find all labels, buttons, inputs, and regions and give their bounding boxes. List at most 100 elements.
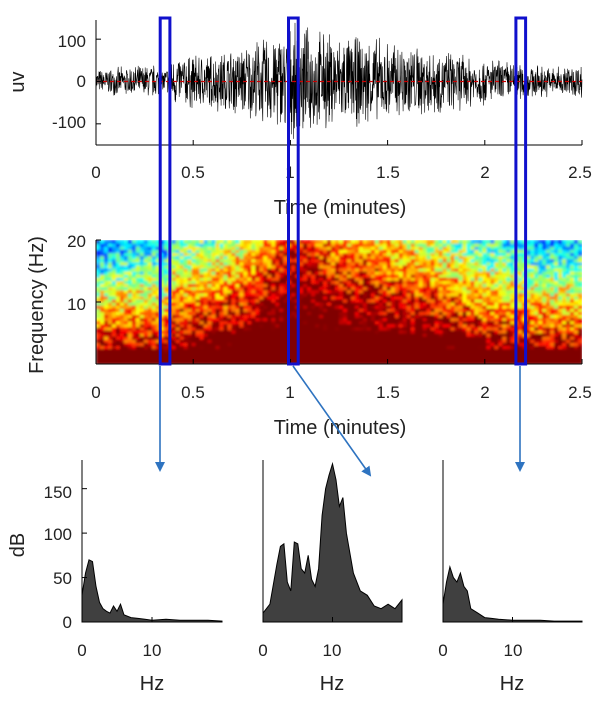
spectrogram-cell <box>414 274 420 278</box>
spectrogram-cell <box>203 289 209 294</box>
spectrogram-cell <box>187 283 193 288</box>
spectrogram-cell <box>478 292 483 297</box>
spectrogram-cell <box>187 345 193 350</box>
spectrogram-cell <box>291 357 296 362</box>
spectrogram-cell <box>374 249 380 253</box>
spectrogram-cell <box>291 255 296 260</box>
spectrogram-cell <box>554 357 559 362</box>
spectrogram-cell <box>291 264 296 269</box>
spectrogram-cell <box>510 348 515 353</box>
spectrogram-cell <box>546 255 551 260</box>
spectrogram-cell <box>518 283 523 288</box>
spectrogram-cell <box>263 261 268 266</box>
spectrogram-cell <box>131 308 137 312</box>
spectrogram-cell <box>203 295 209 300</box>
spectrogram-cell <box>191 314 197 319</box>
spectrogram-cell <box>438 320 444 325</box>
spectrogram-cell <box>442 354 448 359</box>
spectrogram-cell <box>474 345 479 350</box>
spectrogram-cell <box>267 280 272 284</box>
spectrogram-cell <box>462 292 468 297</box>
spectrogram-cell <box>215 339 221 343</box>
spectrogram-cell <box>207 360 213 364</box>
spectrogram-cell <box>366 274 372 278</box>
spectrogram-cell <box>279 249 284 253</box>
spectrogram-cell <box>239 302 244 306</box>
spectrogram-cell <box>398 311 404 315</box>
spectrogram-cell <box>410 289 416 294</box>
spectrogram-cell <box>562 267 567 272</box>
spectrogram-cell <box>478 289 483 294</box>
spectrogram-cell <box>374 286 380 291</box>
spectrogram-cell <box>219 258 225 263</box>
spectrogram-cell <box>179 264 185 269</box>
spectrogram-cell <box>267 274 272 278</box>
spectrogram-cell <box>219 295 225 300</box>
spectrogram-cell <box>542 295 547 300</box>
spectrogram-cell <box>119 277 125 281</box>
spectrogram-panel: 0 0.5 1 1.5 2 2.5 20 10 Time (minutes) F… <box>26 232 592 439</box>
spectrogram-cell <box>247 320 252 325</box>
spectrogram-cell <box>538 240 543 244</box>
spectrogram-cell <box>108 357 113 362</box>
spectrogram-cell <box>566 289 571 294</box>
spectrogram-cell <box>215 280 221 284</box>
spectrogram-cell <box>386 258 392 263</box>
spectrogram-cell <box>482 246 487 250</box>
spectrogram-cell <box>303 283 308 288</box>
spectrogram-cell <box>123 314 129 319</box>
spectrogram-cell <box>339 329 344 334</box>
spectrogram-cell <box>104 348 109 353</box>
spectrogram-cell <box>303 345 308 350</box>
spectrogram-cell <box>135 339 141 343</box>
spectrogram-cell <box>115 336 121 340</box>
spectrogram-cell <box>482 249 487 253</box>
spectrogram-cell <box>147 249 153 253</box>
spectrogram-cell <box>315 339 320 343</box>
spectrogram-cell <box>382 357 388 362</box>
spectrogram-cell <box>267 342 272 346</box>
spectrogram-cell <box>454 320 460 325</box>
spectrogram-cell <box>279 261 284 266</box>
spectrogram-cell <box>187 274 193 278</box>
spectrogram-cell <box>362 286 368 291</box>
spectrogram-cell <box>446 305 452 309</box>
spectrogram-cell <box>227 314 233 319</box>
spectrogram-cell <box>263 283 268 288</box>
spectrogram-cell <box>378 280 384 284</box>
spectrogram-cell <box>550 249 555 253</box>
spectrogram-cell <box>362 329 368 334</box>
spectrogram-cell <box>267 354 272 359</box>
spectrogram-cell <box>422 320 428 325</box>
spectrogram-cell <box>546 274 551 278</box>
spectrogram-cell <box>466 264 472 269</box>
spectrogram-cell <box>235 357 240 362</box>
spectrogram-cell <box>303 280 308 284</box>
spectrogram-cell <box>175 333 181 337</box>
spectrogram-cell <box>127 345 133 350</box>
spectrogram-cell <box>335 280 340 284</box>
spectrogram-cell <box>478 271 483 275</box>
spectrogram-cell <box>502 292 507 297</box>
spectrogram-cell <box>223 357 229 362</box>
spectrogram-cell <box>546 308 551 312</box>
spectrogram-cell <box>347 255 352 260</box>
spectrogram-cell <box>219 292 225 297</box>
spectrogram-cell <box>347 342 352 346</box>
spectrogram-cell <box>291 345 296 350</box>
spectrogram-cell <box>378 317 384 322</box>
spectrogram-cell <box>151 314 157 319</box>
spectrogram-cell <box>315 326 320 331</box>
spectrogram-cell <box>327 267 332 272</box>
spectrogram-cell <box>394 243 400 247</box>
spectrogram-cell <box>195 255 201 260</box>
spectrogram-cell <box>374 329 380 334</box>
spectrogram-cell <box>115 240 121 244</box>
spectrogram-cell <box>199 240 205 244</box>
spectrogram-cell <box>247 323 252 328</box>
spectrogram-cell <box>155 329 161 334</box>
spectrogram-cell <box>354 295 360 300</box>
spectrogram-cell <box>267 277 272 281</box>
spectrogram-cell <box>215 311 221 315</box>
spectrogram-cell <box>279 283 284 288</box>
